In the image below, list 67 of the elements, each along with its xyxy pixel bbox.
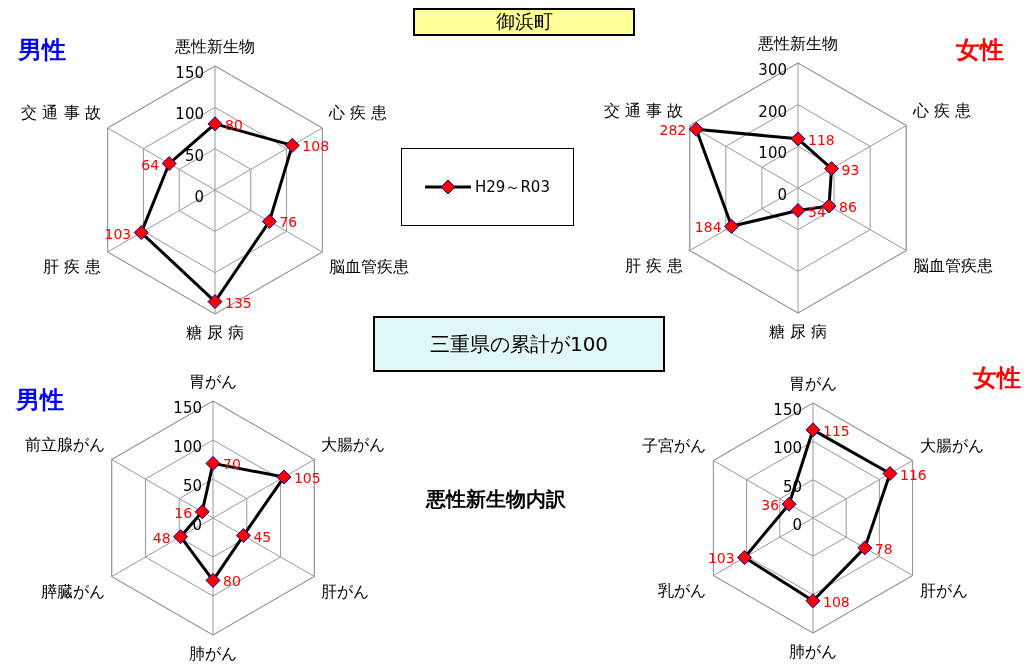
data-label: 103 <box>707 550 735 567</box>
spoke-label: 胃がん <box>789 374 837 393</box>
data-label: 80 <box>223 573 241 590</box>
data-label: 184 <box>694 219 722 236</box>
text: 悪性新生物内訳 <box>426 486 566 513</box>
data-label: 64 <box>141 156 160 173</box>
spoke-label: 大腸がん <box>321 434 386 454</box>
y-tick-label: 100 <box>173 438 202 456</box>
spoke-label: 大腸がん <box>919 435 984 455</box>
y-tick-label: 50 <box>182 477 202 495</box>
y-tick-label: 0 <box>792 516 802 534</box>
data-label: 116 <box>900 466 927 483</box>
data-label: 103 <box>104 225 132 242</box>
data-label: 115 <box>823 422 850 439</box>
spoke-label: 交 通 事 故 <box>603 100 683 120</box>
chart-title: 女性 <box>973 363 1021 394</box>
y-tick-label: 200 <box>758 102 787 121</box>
data-label: 93 <box>841 161 860 178</box>
spoke-label: 心 疾 患 <box>328 103 388 122</box>
spoke-label: 交 通 事 故 <box>21 103 101 122</box>
y-tick-label: 150 <box>175 64 204 82</box>
data-label: 76 <box>279 214 298 231</box>
chart-title: 男性 <box>18 35 66 66</box>
y-tick-label: 300 <box>758 61 787 79</box>
data-label: 108 <box>823 593 850 610</box>
data-label: 105 <box>293 470 321 487</box>
y-tick-label: 150 <box>773 401 802 419</box>
y-tick-label: 100 <box>773 439 802 458</box>
spoke-label: 肺がん <box>189 644 237 663</box>
data-label: 78 <box>874 540 893 557</box>
spoke-label: 悪性新生物 <box>757 34 838 53</box>
data-label: 108 <box>302 138 330 155</box>
text: 三重県の累計が100 <box>373 316 665 372</box>
spoke-label: 肝がん <box>919 580 968 600</box>
spoke-label: 膵臓がん <box>40 581 105 601</box>
spoke-label: 前立腺がん <box>24 434 105 454</box>
spoke-label: 脳血管疾患 <box>329 257 410 276</box>
y-tick-label: 0 <box>777 186 787 204</box>
data-label: 36 <box>761 497 780 514</box>
spoke-label: 肝がん <box>321 581 370 601</box>
spoke-label: 肺がん <box>789 642 837 661</box>
data-label: 86 <box>839 198 857 215</box>
data-label: 48 <box>152 529 171 546</box>
spoke-label: 肝 疾 患 <box>42 257 101 276</box>
spoke-label: 乳がん <box>658 580 707 600</box>
text: 男性 <box>16 385 64 416</box>
y-tick-label: 100 <box>175 105 204 124</box>
y-tick-label: 100 <box>758 144 787 163</box>
data-label: 135 <box>225 294 252 311</box>
y-tick-label: 150 <box>173 399 202 417</box>
data-label: 16 <box>174 504 193 521</box>
y-tick-label: 0 <box>194 188 204 206</box>
data-label: 45 <box>253 528 272 545</box>
spoke-label: 心 疾 患 <box>912 100 972 120</box>
legend-label: H29～R03 <box>475 177 550 197</box>
spoke-label: 肝 疾 患 <box>624 255 683 275</box>
spoke-label: 脳血管疾患 <box>913 255 994 275</box>
y-tick-label: 50 <box>184 146 204 165</box>
spoke-label: 子宮がん <box>642 435 707 455</box>
spoke-label: 胃がん <box>189 372 237 391</box>
spoke-label: 糖 尿 病 <box>185 323 245 342</box>
text: 御浜町 <box>413 8 635 36</box>
chart-title: 女性 <box>956 35 1004 66</box>
data-label: 282 <box>659 122 687 139</box>
spoke-label: 糖 尿 病 <box>768 322 828 341</box>
data-label: 118 <box>808 131 835 148</box>
spoke-label: 悪性新生物 <box>174 37 255 56</box>
